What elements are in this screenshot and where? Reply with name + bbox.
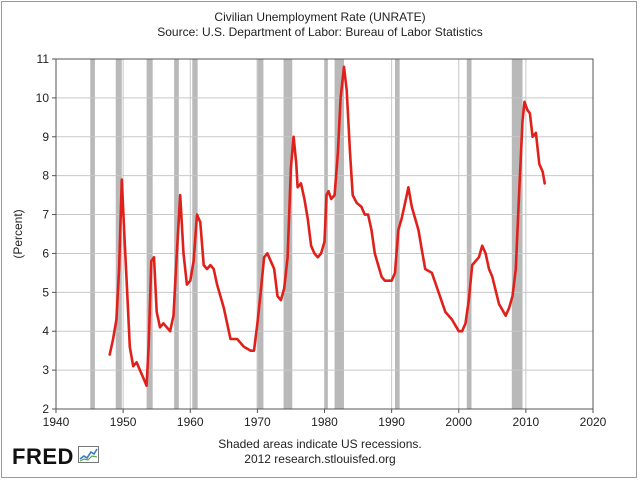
recession-band-10 <box>466 59 472 409</box>
recession-band-2 <box>146 59 153 409</box>
x-tick-label-1960: 1960 <box>177 415 204 429</box>
series-line-unrate <box>108 65 547 388</box>
chart-title: Civilian Unemployment Rate (UNRATE) <box>214 10 426 24</box>
fred-logo-text: FRED <box>12 444 74 469</box>
recession-band-8 <box>334 59 344 409</box>
x-tick-label-1980: 1980 <box>311 415 338 429</box>
recession-band-0 <box>90 59 95 409</box>
y-tick-label-11: 11 <box>37 52 50 66</box>
y-tick-label-8: 8 <box>42 169 49 183</box>
x-tick-label-2010: 2010 <box>513 415 540 429</box>
fred-logo-icon <box>78 446 99 463</box>
x-tick-label-2020: 2020 <box>580 415 607 429</box>
y-tick-label-5: 5 <box>42 285 49 299</box>
source-credit: 2012 research.stlouisfed.org <box>244 452 396 466</box>
y-tick-label-3: 3 <box>42 363 49 377</box>
y-tick-label-7: 7 <box>42 208 49 222</box>
x-tick-label-1950: 1950 <box>110 415 137 429</box>
recession-band-1 <box>115 59 122 409</box>
x-tick-label-1940: 1940 <box>43 415 70 429</box>
recession-band-7 <box>324 59 328 409</box>
recession-note: Shaded areas indicate US recessions. <box>218 437 422 451</box>
y-tick-label-4: 4 <box>42 324 49 338</box>
y-tick-label-9: 9 <box>42 130 49 144</box>
recession-band-5 <box>256 59 264 409</box>
x-tick-label-1970: 1970 <box>244 415 271 429</box>
y-tick-label-2: 2 <box>42 402 49 416</box>
x-tick-label-2000: 2000 <box>445 415 472 429</box>
y-tick-label-10: 10 <box>36 91 50 105</box>
y-tick-label-6: 6 <box>42 246 49 260</box>
y-axis-label: (Percent) <box>11 209 25 258</box>
chart-subtitle: Source: U.S. Department of Labor: Bureau… <box>157 25 483 39</box>
x-tick-label-1990: 1990 <box>378 415 405 429</box>
recession-band-3 <box>174 59 179 409</box>
